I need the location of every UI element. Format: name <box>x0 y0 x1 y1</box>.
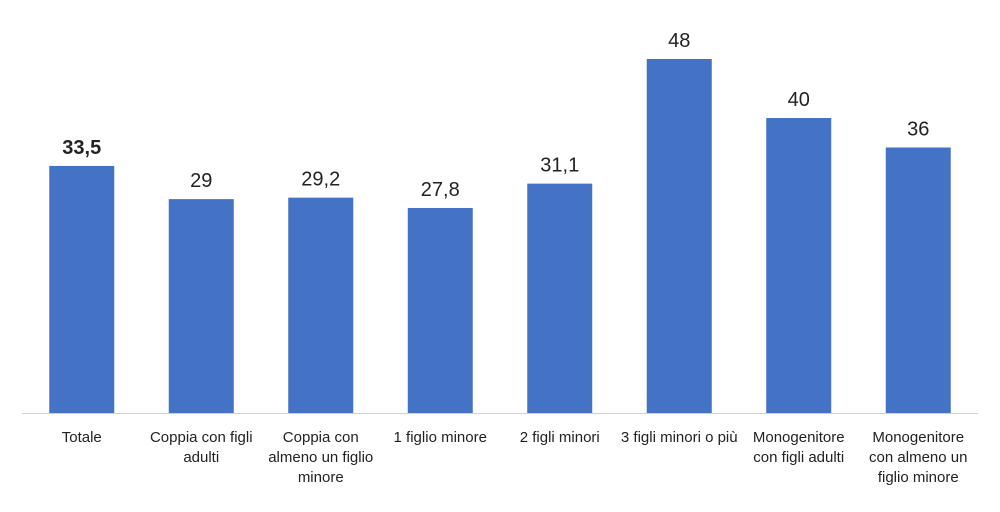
value-label: 48 <box>668 30 690 52</box>
value-label: 29,2 <box>301 169 340 191</box>
bar <box>407 207 473 413</box>
value-label: 29 <box>190 170 212 192</box>
x-tick-label: Totale <box>61 429 102 446</box>
bar <box>646 59 712 413</box>
bar <box>527 183 593 413</box>
bar <box>766 118 832 413</box>
bar <box>288 197 354 413</box>
value-label: 36 <box>907 119 929 141</box>
value-label: 33,5 <box>62 137 101 159</box>
bar <box>168 199 234 413</box>
x-tick-label: Monogenitore con almeno un figlio minore <box>869 429 968 486</box>
x-tick-label: 3 figli minori o più <box>620 429 738 446</box>
value-label: 40 <box>788 89 810 111</box>
x-tick-label: 2 figli minori <box>519 429 600 446</box>
x-tick-label: Monogenitore con figli adulti <box>752 429 845 466</box>
bar <box>885 147 951 413</box>
value-label: 27,8 <box>421 179 460 201</box>
x-tick-label: 1 figlio minore <box>393 429 487 446</box>
x-tick-label: Coppia con almeno un figlio minore <box>268 429 374 486</box>
bar <box>49 165 115 413</box>
value-label: 31,1 <box>540 155 579 177</box>
x-tick-label: Coppia con figli adulti <box>149 429 253 466</box>
